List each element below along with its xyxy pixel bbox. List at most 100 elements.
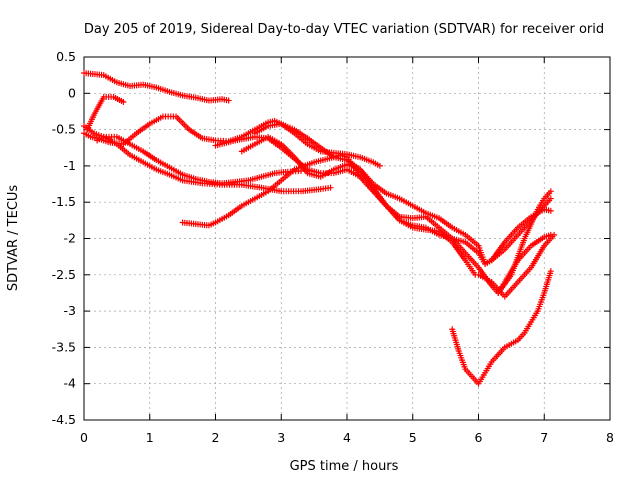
series-track-5 bbox=[94, 133, 304, 187]
data-point-fill bbox=[543, 232, 552, 240]
data-point-fill bbox=[240, 127, 256, 139]
data-marks bbox=[81, 69, 558, 387]
data-point-fill bbox=[463, 251, 480, 269]
series-track-10 bbox=[475, 231, 558, 300]
data-point-fill bbox=[503, 341, 513, 350]
data-point-fill bbox=[476, 245, 488, 265]
data-point-fill bbox=[306, 170, 322, 180]
data-point-fill bbox=[456, 350, 468, 370]
data-point-fill bbox=[116, 80, 131, 89]
data-point-fill bbox=[254, 120, 269, 132]
series-track-2 bbox=[84, 93, 127, 133]
data-point-fill bbox=[490, 284, 500, 295]
chart-title: Day 205 of 2019, Sidereal Day-to-day VTE… bbox=[84, 22, 604, 37]
data-point bbox=[225, 97, 232, 104]
x-tick-label: 0 bbox=[80, 430, 88, 445]
data-point bbox=[327, 184, 334, 191]
y-axis-label: SDTVAR / TECUs bbox=[6, 185, 21, 292]
data-point-fill bbox=[484, 258, 493, 266]
data-point-fill bbox=[333, 162, 348, 172]
data-point-fill bbox=[142, 149, 158, 162]
data-point-fill bbox=[503, 280, 520, 298]
data-point-fill bbox=[542, 197, 553, 208]
data-point-fill bbox=[319, 167, 335, 179]
data-point-fill bbox=[254, 124, 269, 136]
data-point bbox=[120, 99, 127, 106]
data-point bbox=[547, 207, 554, 214]
data-point-fill bbox=[194, 221, 210, 229]
data-point-fill bbox=[516, 244, 533, 262]
data-point bbox=[376, 162, 383, 169]
data-point-fill bbox=[411, 213, 427, 221]
data-point-fill bbox=[496, 273, 514, 295]
data-point-fill bbox=[490, 247, 506, 262]
data-point-fill bbox=[135, 122, 151, 135]
data-point-fill bbox=[476, 371, 487, 385]
data-point-fill bbox=[247, 174, 263, 183]
data-point-fill bbox=[280, 121, 296, 132]
data-point-fill bbox=[463, 259, 477, 276]
data-point-fill bbox=[535, 197, 546, 211]
data-point-fill bbox=[529, 235, 546, 248]
y-tick-label: 0.5 bbox=[56, 49, 76, 64]
data-point-fill bbox=[83, 131, 92, 139]
data-point-fill bbox=[437, 226, 454, 240]
data-point-fill bbox=[91, 95, 106, 117]
data-point bbox=[547, 188, 554, 195]
x-tick-label: 3 bbox=[277, 430, 285, 445]
data-point-fill bbox=[112, 94, 125, 104]
series-track-12 bbox=[449, 268, 554, 387]
y-tick-label: -3 bbox=[64, 303, 76, 318]
data-point-fill bbox=[129, 81, 144, 89]
data-point-fill bbox=[221, 96, 230, 104]
data-point-fill bbox=[535, 292, 547, 312]
data-point-fill bbox=[346, 167, 361, 179]
data-point-fill bbox=[449, 328, 462, 352]
x-tick-label: 5 bbox=[409, 430, 417, 445]
data-point-fill bbox=[181, 172, 197, 182]
data-point-fill bbox=[463, 367, 474, 378]
data-point-fill bbox=[345, 158, 362, 172]
data-point-fill bbox=[424, 215, 441, 230]
x-tick-label: 6 bbox=[475, 430, 483, 445]
data-point-fill bbox=[529, 310, 540, 323]
y-tick-label: -0.5 bbox=[52, 122, 76, 137]
data-point-fill bbox=[333, 167, 348, 176]
data-point-fill bbox=[194, 95, 210, 104]
data-point-fill bbox=[89, 134, 98, 141]
data-point-fill bbox=[96, 135, 105, 143]
y-tick-label: -4 bbox=[64, 376, 77, 391]
data-point-fill bbox=[510, 338, 519, 346]
data-point-fill bbox=[451, 236, 467, 245]
data-point-fill bbox=[260, 170, 276, 180]
data-point-fill bbox=[240, 196, 256, 208]
data-point-fill bbox=[529, 244, 547, 269]
series-track-9 bbox=[251, 120, 554, 267]
x-tick-label: 7 bbox=[540, 430, 548, 445]
data-point-fill bbox=[102, 73, 118, 85]
data-point-fill bbox=[411, 204, 427, 215]
y-tick-label: -2 bbox=[64, 231, 76, 246]
data-point-fill bbox=[516, 331, 526, 342]
y-tick-label: -1 bbox=[64, 158, 76, 173]
data-point-fill bbox=[306, 136, 322, 150]
data-point-fill bbox=[509, 237, 527, 276]
data-point-fill bbox=[319, 146, 335, 159]
data-point-fill bbox=[470, 375, 480, 385]
data-point-fill bbox=[477, 273, 493, 284]
data-point-fill bbox=[339, 152, 348, 160]
x-axis-label: GPS time / hours bbox=[290, 459, 399, 474]
data-point-fill bbox=[116, 135, 131, 146]
data-point-fill bbox=[155, 167, 171, 177]
data-point-fill bbox=[425, 225, 440, 237]
x-tick-label: 1 bbox=[146, 430, 154, 445]
data-point-fill bbox=[181, 219, 197, 227]
data-point-fill bbox=[490, 353, 500, 364]
data-point bbox=[547, 268, 554, 275]
data-point-fill bbox=[103, 93, 115, 100]
data-point-fill bbox=[358, 168, 375, 186]
data-point-fill bbox=[168, 89, 184, 98]
data-point-fill bbox=[542, 190, 553, 200]
data-point-fill bbox=[155, 85, 171, 95]
data-point-fill bbox=[425, 210, 440, 221]
